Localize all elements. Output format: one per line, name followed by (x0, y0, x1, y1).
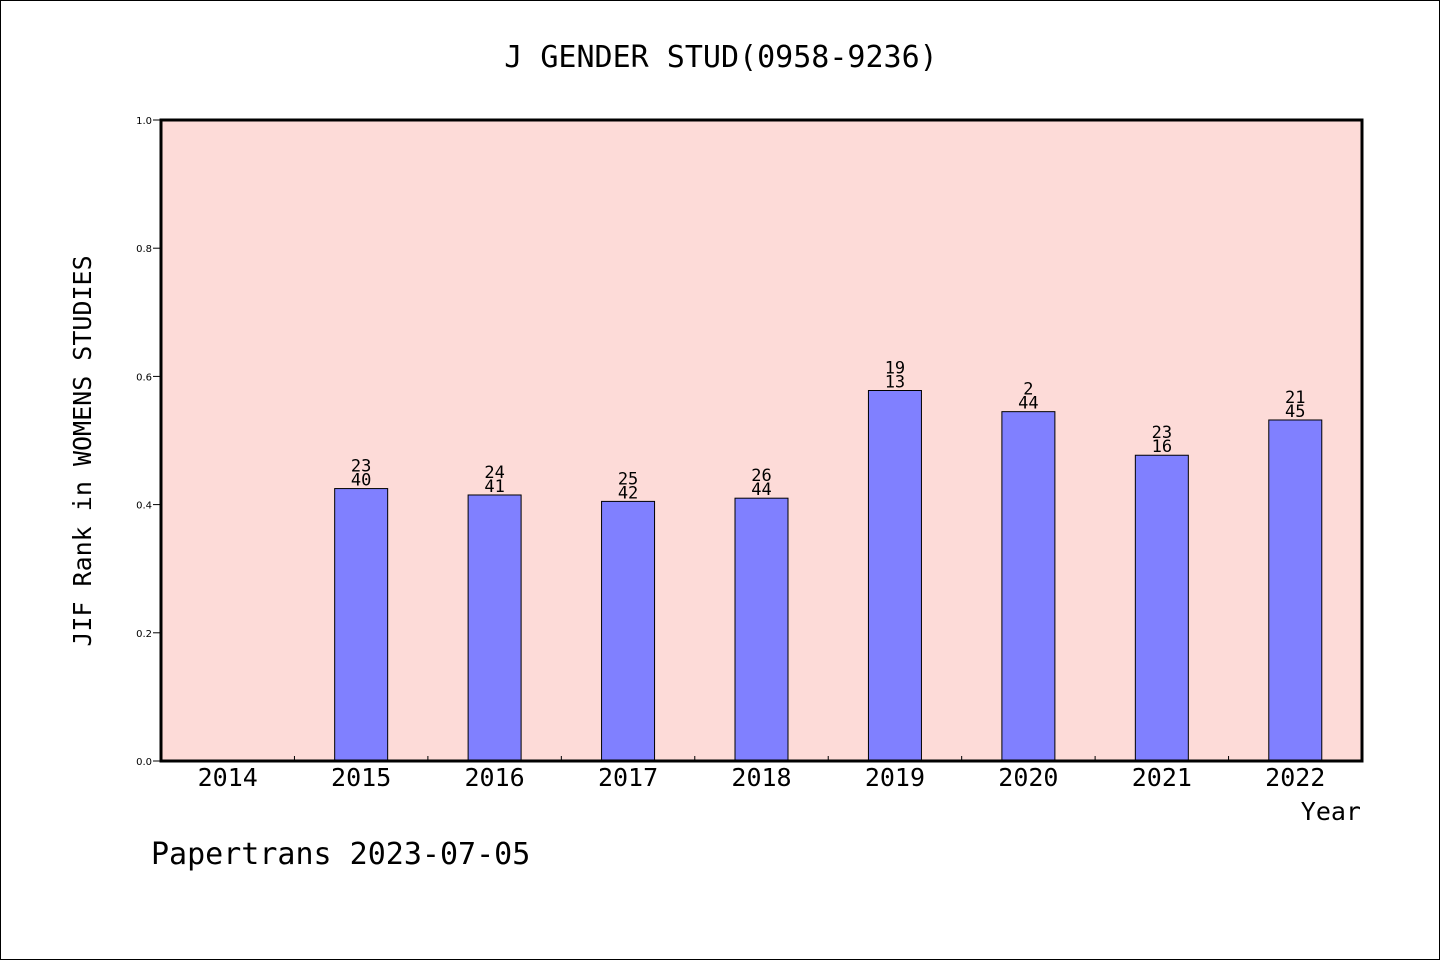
x-tick-label: 2019 (865, 763, 925, 792)
bar-label-bottom: 40 (351, 471, 371, 491)
bar (867, 390, 922, 762)
chart-title: J GENDER STUD(0958-9236) (504, 40, 937, 75)
x-tick-label: 2018 (731, 763, 791, 792)
plot-border (159, 118, 1364, 763)
y-tick-label: 0.8 (136, 244, 152, 255)
bar-label-bottom: 42 (618, 483, 638, 503)
x-axis: 2014 2015 2016 2017 2018 2019 2020 2021 2022 (198, 756, 1325, 792)
bar-label-top: 21 (1285, 388, 1305, 408)
x-tick-label: 2021 (1132, 763, 1192, 792)
x-tick-label: 2014 (198, 763, 258, 792)
bar-label-top: 26 (751, 466, 771, 486)
bar-label-top: 25 (618, 469, 638, 489)
bar-label-top: 2 (1023, 380, 1033, 400)
y-tick-label: 0.6 (136, 372, 152, 383)
x-axis-label: Year (1301, 797, 1361, 826)
bar-label-bottom: 13 (885, 373, 905, 393)
y-tick-label: 0.2 (136, 629, 152, 640)
bar (601, 500, 656, 762)
bar-label-bottom: 45 (1285, 402, 1305, 422)
bar (1268, 419, 1323, 762)
y-tick-label: 1.0 (136, 116, 152, 127)
y-tick-label: 0.0 (136, 757, 152, 768)
bar (467, 494, 522, 762)
y-axis-label: JIF Rank in WOMENS STUDIES (68, 255, 97, 646)
x-tick-label: 2016 (465, 763, 525, 792)
x-tick-label: 2020 (998, 763, 1058, 792)
x-tick-label: 2022 (1265, 763, 1325, 792)
bars-group (334, 390, 1323, 762)
bar-label-bottom: 16 (1152, 437, 1172, 457)
y-axis: 0.0 0.2 0.4 0.6 0.8 1.0 (136, 116, 161, 768)
bar (1001, 411, 1056, 762)
bar-label-top: 23 (1152, 423, 1172, 443)
x-tick-label: 2017 (598, 763, 658, 792)
footer-text: Papertrans 2023-07-05 (151, 837, 530, 872)
x-tick-label: 2015 (331, 763, 391, 792)
bar-label-top: 23 (351, 457, 371, 477)
bar-label-bottom: 44 (751, 480, 771, 500)
bar (1134, 454, 1189, 762)
bar-label-bottom: 44 (1018, 394, 1038, 414)
y-tick-label: 0.4 (136, 501, 152, 512)
bar-label-top: 19 (885, 359, 905, 379)
bar-label-bottom: 41 (484, 477, 504, 497)
bar (734, 497, 789, 762)
bar-label-top: 24 (484, 463, 504, 483)
bar (334, 488, 389, 762)
